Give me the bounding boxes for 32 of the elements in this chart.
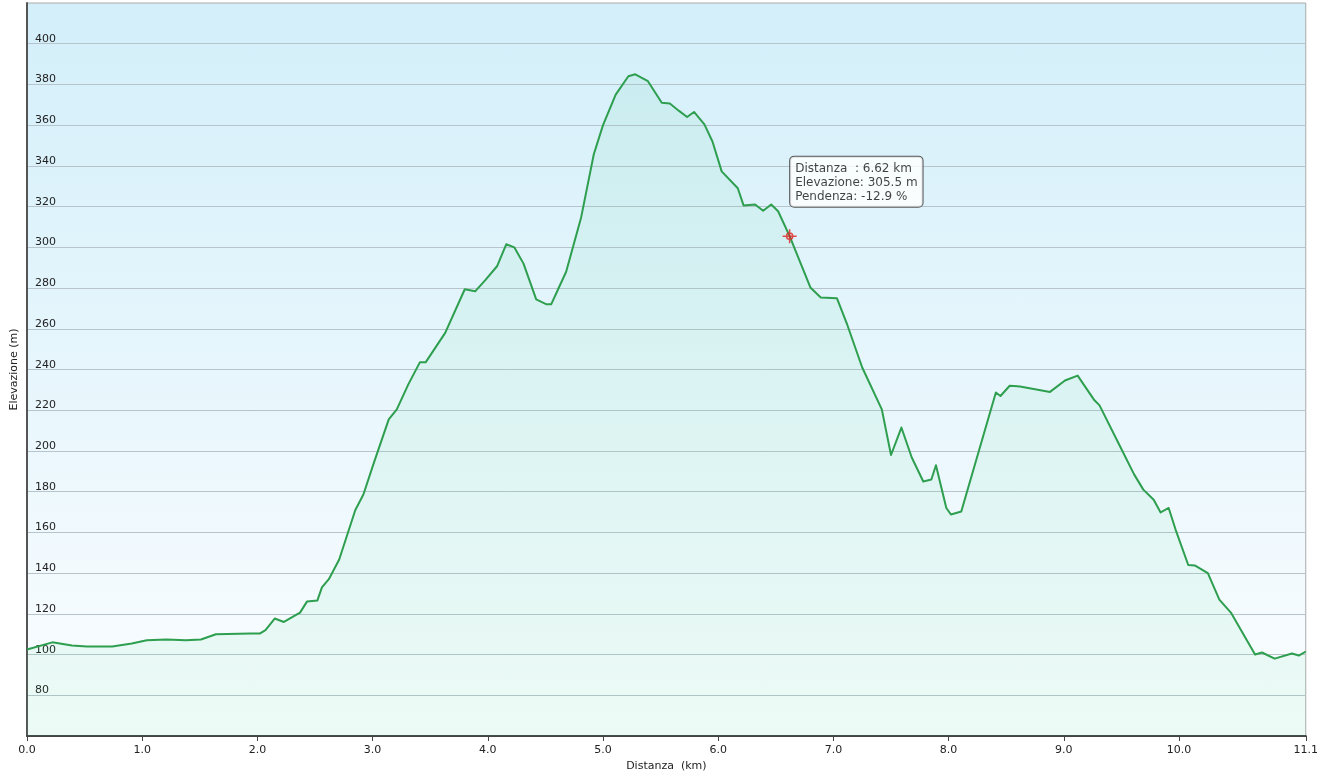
y-tick-label: 200 [35, 438, 56, 452]
x-tick-label: 8.0 [939, 743, 958, 756]
y-tick-label: 260 [35, 316, 56, 330]
y-tick-label: 180 [35, 479, 56, 493]
y-tick-label: 120 [35, 601, 56, 615]
x-tick-label: 4.0 [479, 743, 497, 756]
x-tick-label: 9.0 [1055, 743, 1073, 756]
y-tick-label: 300 [35, 235, 56, 249]
x-axis-title: Distanza (km) [626, 758, 707, 772]
y-tick-label: 220 [35, 398, 56, 412]
y-axis-title: Elevazione (m) [7, 328, 20, 411]
x-tick-label: 5.0 [594, 743, 612, 756]
y-tick-label: 400 [35, 31, 56, 45]
y-tick-label: 100 [35, 642, 56, 656]
x-tick-label: 10.0 [1166, 743, 1192, 756]
annotation: Distanza : 6.62 km Elevazione: 305.5 m Pendenza: -12.9 % [795, 160, 918, 203]
x-tick-label: 0.0 [18, 743, 36, 756]
x-tick-label: 11.1 [1293, 743, 1318, 756]
x-tick-label: 1.0 [133, 743, 151, 756]
y-tick-label: 280 [35, 276, 56, 290]
x-tick-label: 7.0 [824, 743, 843, 756]
y-tick-label: 160 [35, 520, 56, 534]
y-tick-label: 240 [35, 357, 56, 371]
x-tick-label: 6.0 [709, 743, 727, 756]
y-tick-label: 380 [35, 72, 56, 86]
y-tick-label: 320 [35, 194, 56, 208]
y-tick-label: 360 [35, 113, 56, 127]
y-tick-label: 80 [35, 683, 49, 697]
x-tick-label: 3.0 [363, 743, 382, 756]
y-tick-label: 340 [35, 153, 56, 167]
y-tick-label: 140 [35, 561, 56, 575]
x-tick-label: 2.0 [248, 743, 267, 756]
